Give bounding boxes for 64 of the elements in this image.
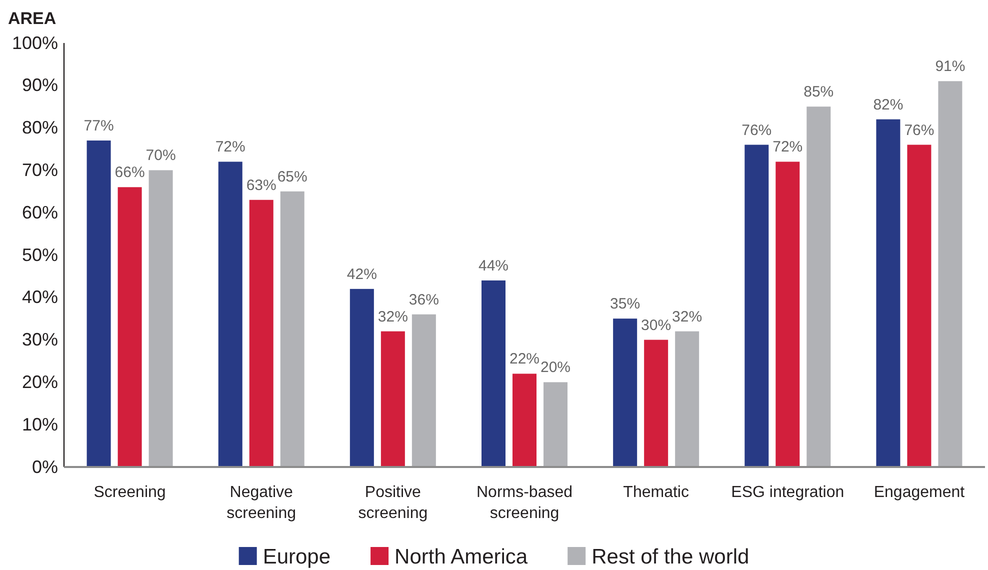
bar bbox=[350, 288, 374, 467]
x-tick-label: Engagement bbox=[874, 484, 966, 501]
bar bbox=[938, 81, 962, 467]
data-label: 66% bbox=[114, 164, 145, 182]
x-tick-label: Thematic bbox=[623, 484, 689, 501]
data-label: 22% bbox=[509, 350, 540, 368]
bar bbox=[86, 140, 111, 467]
data-label: 44% bbox=[478, 257, 509, 274]
data-label: 32% bbox=[378, 308, 408, 326]
data-label: 77% bbox=[84, 118, 114, 135]
bar bbox=[613, 318, 638, 467]
bar bbox=[118, 187, 142, 467]
data-label: 70% bbox=[146, 147, 176, 164]
bar bbox=[907, 144, 932, 467]
y-tick-label: 100% bbox=[12, 32, 58, 53]
x-tick-label: Positive screening bbox=[358, 484, 428, 522]
bar bbox=[876, 119, 900, 467]
x-tick-label: Negative screening bbox=[226, 484, 296, 522]
y-tick-label: 70% bbox=[22, 160, 58, 180]
y-tick-label: 50% bbox=[22, 244, 58, 265]
legend-label: Europe bbox=[262, 545, 331, 568]
bar bbox=[148, 170, 173, 467]
y-axis-title: AREA bbox=[8, 9, 56, 28]
data-label: 72% bbox=[215, 138, 246, 156]
y-tick-label: 90% bbox=[22, 75, 58, 96]
y-tick-label: 10% bbox=[22, 414, 58, 434]
data-label: 63% bbox=[246, 176, 276, 194]
legend-label: Rest of the world bbox=[592, 545, 750, 568]
y-tick-label: 80% bbox=[22, 118, 58, 138]
y-tick-label: 30% bbox=[22, 330, 58, 350]
y-tick-label: 20% bbox=[22, 372, 58, 392]
bar bbox=[218, 162, 242, 467]
data-label: 82% bbox=[873, 96, 904, 114]
data-label: 20% bbox=[540, 359, 571, 376]
data-label: 76% bbox=[904, 122, 934, 139]
data-label: 32% bbox=[672, 308, 702, 326]
bar bbox=[544, 382, 568, 467]
data-label: 30% bbox=[641, 316, 672, 334]
bar bbox=[412, 314, 436, 467]
y-tick-label: 0% bbox=[32, 456, 58, 477]
data-label: 85% bbox=[804, 84, 834, 101]
legend-label: North America bbox=[394, 545, 528, 568]
bar bbox=[644, 340, 668, 467]
data-label: 65% bbox=[277, 168, 308, 186]
bar bbox=[806, 106, 831, 467]
x-tick-label: Screening bbox=[94, 484, 166, 501]
data-label: 91% bbox=[935, 58, 966, 76]
data-label: 76% bbox=[742, 122, 772, 139]
data-label: 72% bbox=[772, 138, 803, 156]
data-label: 35% bbox=[610, 296, 640, 313]
x-tick-label: Norms-based screening bbox=[476, 484, 573, 522]
bar bbox=[482, 280, 506, 467]
data-label: 36% bbox=[408, 291, 439, 308]
bar bbox=[675, 331, 700, 467]
bar bbox=[512, 374, 536, 467]
bar bbox=[380, 331, 405, 467]
y-tick-label: 60% bbox=[22, 202, 58, 222]
data-label: 42% bbox=[346, 266, 377, 283]
bar bbox=[776, 162, 800, 467]
bar bbox=[280, 191, 304, 467]
y-tick-label: 40% bbox=[22, 287, 58, 308]
x-tick-label: ESG integration bbox=[731, 484, 844, 501]
bar bbox=[744, 144, 769, 467]
bar bbox=[249, 200, 274, 467]
